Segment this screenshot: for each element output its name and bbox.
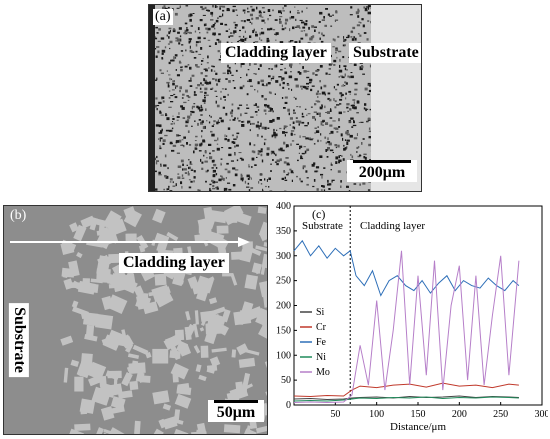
x-tick-label: 150: [411, 409, 426, 420]
legend-label-fe: Fe: [316, 337, 327, 348]
panel-a-label: (a): [153, 9, 173, 25]
legend-label-ni: Ni: [316, 352, 326, 363]
substrate-region-label: Substrate: [302, 220, 343, 232]
micrograph-panel-b: (b) Cladding layer Substrate 50μm: [3, 205, 268, 435]
y-tick-label: 400: [276, 201, 291, 212]
y-tick-label: 100: [276, 350, 291, 361]
chart-plot-area: 0 50 100 150 200 250 300 350 400 50 100 150 200 250 30…: [276, 201, 548, 433]
dendrite-texture-b: [60, 206, 267, 434]
y-tick-label: 150: [276, 325, 291, 336]
series-line-ni: [293, 396, 519, 402]
cladding-layer-label-b: Cladding layer: [119, 253, 229, 273]
series-line-mo: [293, 250, 520, 404]
micrograph-panel-a: (a) Cladding layer Substrate 200μm: [148, 4, 422, 192]
legend-label-cr: Cr: [316, 322, 327, 333]
cladding-layer-label-a: Cladding layer: [221, 43, 331, 63]
y-tick-label: 200: [276, 301, 291, 312]
y-tick-label: 0: [286, 400, 291, 411]
y-tick-label: 50: [281, 375, 291, 386]
scan-direction-arrow: [10, 237, 250, 247]
panel-c-label: (c): [312, 207, 325, 221]
scale-bar-b: 50μm: [208, 400, 264, 422]
scale-bar-label-a: 200μm: [358, 164, 406, 181]
chart-legend: Si Cr Fe Ni Mo: [300, 307, 330, 378]
scale-bar-a: 200μm: [347, 160, 417, 182]
line-scan-chart: 0 50 100 150 200 250 300 350 400 50 100 150 200 250 30…: [276, 201, 548, 433]
x-tick-label: 100: [369, 409, 384, 420]
plot-frame: [293, 205, 543, 406]
x-tick-label: 300: [535, 409, 549, 420]
left-edge-a: [149, 5, 155, 191]
x-tick-label: 200: [452, 409, 467, 420]
x-tick-label: 50: [330, 409, 340, 420]
x-tick-label: 250: [493, 409, 508, 420]
scale-bar-line-b: [214, 400, 258, 403]
substrate-label-b: Substrate: [8, 303, 29, 377]
panel-b-label: (b): [10, 208, 27, 223]
series-line-fe: [293, 239, 520, 297]
legend-label-si: Si: [316, 307, 325, 318]
substrate-label-a: Substrate: [349, 43, 421, 63]
series-line-cr: [293, 382, 519, 398]
y-tick-label: 250: [276, 276, 291, 287]
y-tick-label: 350: [276, 226, 291, 237]
scale-bar-label-b: 50μm: [216, 404, 256, 421]
legend-label-mo: Mo: [316, 367, 330, 378]
line-scan-chart-panel-c: 0 50 100 150 200 250 300 350 400 50 100 150 200 250 30…: [270, 200, 548, 436]
x-axis-label: Distance/μm: [390, 421, 446, 433]
cladding-region-label: Cladding layer: [360, 220, 425, 232]
y-tick-label: 300: [276, 251, 291, 262]
scale-bar-line-a: [353, 160, 411, 163]
micrograph-b-image: [4, 206, 267, 434]
